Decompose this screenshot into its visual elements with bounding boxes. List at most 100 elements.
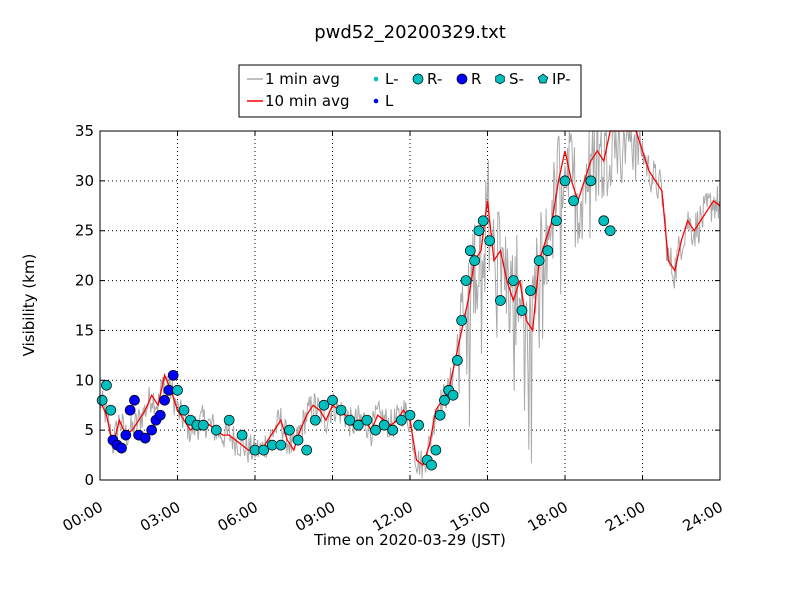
marker-R xyxy=(139,432,151,444)
marker-Rminus xyxy=(309,414,321,426)
marker-Rminus xyxy=(301,444,313,456)
x-tick-label: 12:00 xyxy=(370,498,416,535)
marker-Rminus xyxy=(426,459,437,471)
marker-Rminus xyxy=(477,215,489,227)
legend-label: S- xyxy=(509,70,524,88)
marker-Rminus xyxy=(210,424,222,436)
marker-Rminus xyxy=(447,389,459,401)
marker-Rminus xyxy=(533,255,545,266)
marker-Rminus xyxy=(101,379,112,391)
legend-label: IP- xyxy=(552,70,571,88)
marker-Rminus xyxy=(430,444,442,456)
y-tick-label: 0 xyxy=(84,471,94,489)
legend-label: R- xyxy=(427,70,442,88)
marker-Rminus xyxy=(327,394,338,406)
marker-Rminus xyxy=(396,414,407,426)
marker-Rminus xyxy=(464,245,476,257)
marker-Rminus xyxy=(542,245,554,257)
marker-R xyxy=(124,404,136,416)
y-axis-label: Visibility (km) xyxy=(20,254,38,357)
marker-Rminus xyxy=(275,439,287,451)
chart-title: pwd52_20200329.txt xyxy=(314,22,506,43)
x-axis-label: Time on 2020-03-29 (JST) xyxy=(313,531,506,549)
marker-Rminus xyxy=(559,175,571,187)
grid xyxy=(100,131,720,480)
marker-Rminus xyxy=(258,444,269,456)
marker-R xyxy=(167,369,179,381)
y-tick-label: 35 xyxy=(75,122,94,140)
marker-Rminus xyxy=(387,424,399,436)
marker-Rminus xyxy=(352,419,364,431)
y-tick-label: 5 xyxy=(84,421,94,439)
marker-Rminus xyxy=(469,255,480,266)
marker-Rminus xyxy=(604,225,616,237)
marker-Rminus xyxy=(361,414,373,426)
x-tick-label: 03:00 xyxy=(137,498,183,535)
marker-R xyxy=(129,394,140,406)
marker-Rminus xyxy=(344,414,356,426)
marker-Rminus xyxy=(452,354,463,366)
legend-label: 10 min avg xyxy=(265,92,350,110)
marker-R xyxy=(120,429,132,441)
marker-Rminus xyxy=(495,295,506,306)
marker-Rminus xyxy=(105,404,117,416)
marker-Rminus xyxy=(473,225,485,237)
legend-label: 1 min avg xyxy=(265,70,340,88)
marker-Rminus xyxy=(223,414,235,426)
marker-Rminus xyxy=(197,419,209,431)
marker-Rminus xyxy=(460,275,472,286)
legend-label: L xyxy=(385,92,394,110)
marker-R xyxy=(116,442,127,454)
marker-R xyxy=(146,424,158,436)
y-tick-label: 15 xyxy=(75,321,94,339)
x-tick-label: 09:00 xyxy=(292,498,338,535)
marker-Rminus xyxy=(172,384,183,396)
marker-Rminus xyxy=(456,315,468,326)
marker-Rminus xyxy=(335,404,347,416)
marker-Rminus xyxy=(292,434,304,446)
legend-circle-marker xyxy=(456,73,468,85)
marker-Rminus xyxy=(439,394,450,406)
legend-dot-marker xyxy=(373,98,379,104)
marker-Rminus xyxy=(598,215,610,227)
marker-Rminus xyxy=(484,235,496,247)
legend-hexagon-marker xyxy=(495,73,505,85)
x-tick-label: 15:00 xyxy=(447,498,493,535)
x-tick-label: 00:00 xyxy=(60,498,106,535)
marker-Rminus xyxy=(434,409,446,421)
x-tick-label: 18:00 xyxy=(525,498,571,535)
marker-Rminus xyxy=(413,419,424,431)
marker-Rminus xyxy=(284,424,295,436)
marker-R xyxy=(159,394,170,406)
marker-Rminus xyxy=(516,305,528,316)
marker-Rminus xyxy=(96,394,108,406)
y-tick-label: 20 xyxy=(75,272,94,290)
marker-Rminus xyxy=(378,419,390,431)
marker-Rminus xyxy=(585,175,597,187)
marker-Rminus xyxy=(507,275,519,286)
y-tick-label: 10 xyxy=(75,371,94,389)
legend-pentagon-marker xyxy=(537,73,549,84)
legend-circle-marker xyxy=(412,73,424,85)
marker-Rminus xyxy=(370,424,381,436)
x-tick-label: 21:00 xyxy=(602,498,648,535)
marker-Rminus xyxy=(568,195,579,207)
marker-R xyxy=(154,409,166,421)
plot-area: 00:00 03:00 06:00 09:00 12:00 15:00 18:00 21:00… xyxy=(60,122,726,535)
marker-Rminus xyxy=(525,285,536,296)
legend-label: R xyxy=(471,70,481,88)
marker-Rminus xyxy=(551,215,562,227)
legend-label: L- xyxy=(385,70,399,88)
legend: 1 min avg 10 min avg L- L R- R S- IP- xyxy=(238,64,582,118)
marker-Rminus xyxy=(178,404,190,416)
x-tick-label: 24:00 xyxy=(680,498,726,535)
y-tick-label: 30 xyxy=(75,172,94,190)
y-tick-label: 25 xyxy=(75,222,94,240)
legend-dot-marker xyxy=(373,76,379,82)
marker-Rminus xyxy=(404,409,416,421)
marker-Rminus xyxy=(236,429,248,441)
x-tick-label: 06:00 xyxy=(215,498,261,535)
marker-Rminus xyxy=(318,399,330,411)
markers xyxy=(96,175,616,471)
